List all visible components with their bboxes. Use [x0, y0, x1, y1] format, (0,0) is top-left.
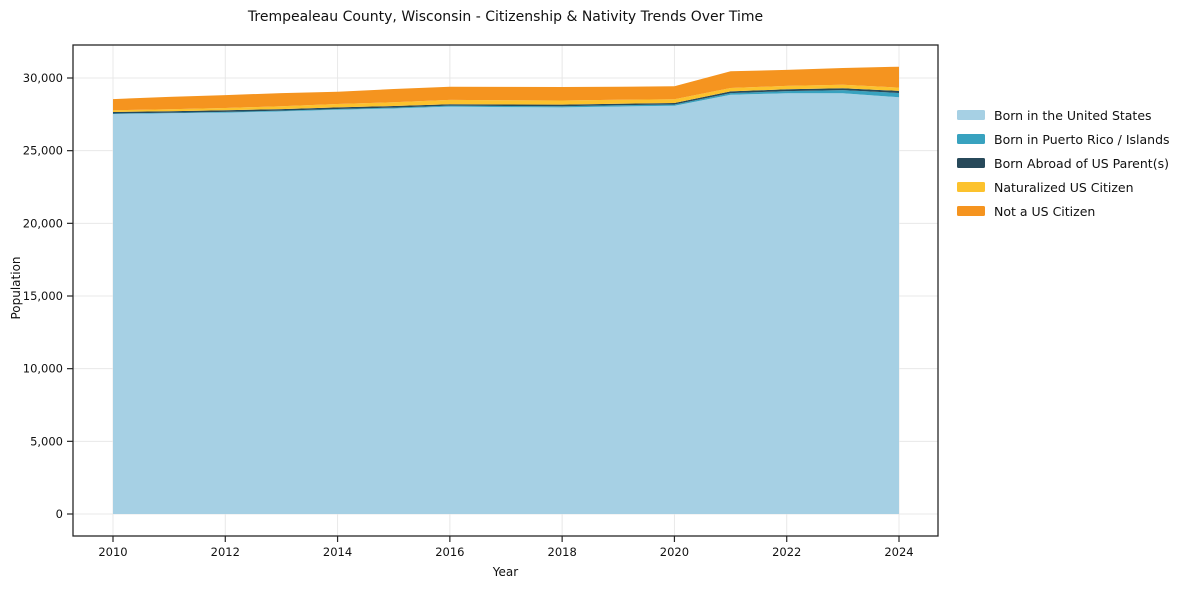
area-series-naturalized-us-citizen	[113, 84, 899, 112]
chart-title: Trempealeau County, Wisconsin - Citizens…	[247, 9, 764, 25]
plot-frame	[72, 44, 939, 537]
y-tick-label: 25,000	[23, 144, 63, 158]
legend-label: Naturalized US Citizen	[994, 179, 1134, 195]
x-tick-label: 2014	[323, 545, 352, 559]
x-tick-label: 2010	[98, 545, 127, 559]
legend-item-born-in-the-united-states: Born in the United States	[957, 103, 1170, 127]
legend-label: Born Abroad of US Parent(s)	[994, 155, 1169, 171]
y-axis-label: Population	[9, 256, 23, 320]
legend-swatch-icon	[957, 206, 985, 216]
x-tick-label: 2024	[884, 545, 913, 559]
legend-label: Born in the United States	[994, 107, 1152, 123]
x-axis-label: Year	[492, 565, 519, 579]
legend-swatch-icon	[957, 182, 985, 192]
y-tick-label: 0	[56, 507, 63, 521]
y-tick-label: 15,000	[23, 289, 63, 303]
y-tick-label: 20,000	[23, 216, 63, 230]
y-tick-label: 10,000	[23, 362, 63, 376]
x-tick-label: 2020	[660, 545, 689, 559]
y-tick-label: 30,000	[23, 71, 63, 85]
legend-item-born-in-puerto-rico-islands: Born in Puerto Rico / Islands	[957, 127, 1170, 151]
legend-item-naturalized-us-citizen: Naturalized US Citizen	[957, 175, 1170, 199]
x-tick-label: 2018	[548, 545, 577, 559]
legend-item-born-abroad-of-us-parent-s-: Born Abroad of US Parent(s)	[957, 151, 1170, 175]
legend-item-not-a-us-citizen: Not a US Citizen	[957, 199, 1170, 223]
area-series-born-abroad-of-us-parent-s-	[113, 88, 899, 114]
legend-swatch-icon	[957, 134, 985, 144]
area-series-born-in-puerto-rico-islands	[113, 90, 899, 114]
area-series-born-in-the-united-states	[113, 93, 899, 515]
y-tick-label: 5,000	[30, 434, 63, 448]
legend: Born in the United States Born in Puerto …	[957, 103, 1170, 223]
legend-label: Born in Puerto Rico / Islands	[994, 131, 1170, 147]
legend-swatch-icon	[957, 110, 985, 120]
area-series-not-a-us-citizen	[113, 66, 899, 111]
x-tick-label: 2016	[435, 545, 464, 559]
x-tick-label: 2022	[772, 545, 801, 559]
legend-label: Not a US Citizen	[994, 203, 1096, 219]
x-tick-label: 2012	[211, 545, 240, 559]
legend-swatch-icon	[957, 158, 985, 168]
